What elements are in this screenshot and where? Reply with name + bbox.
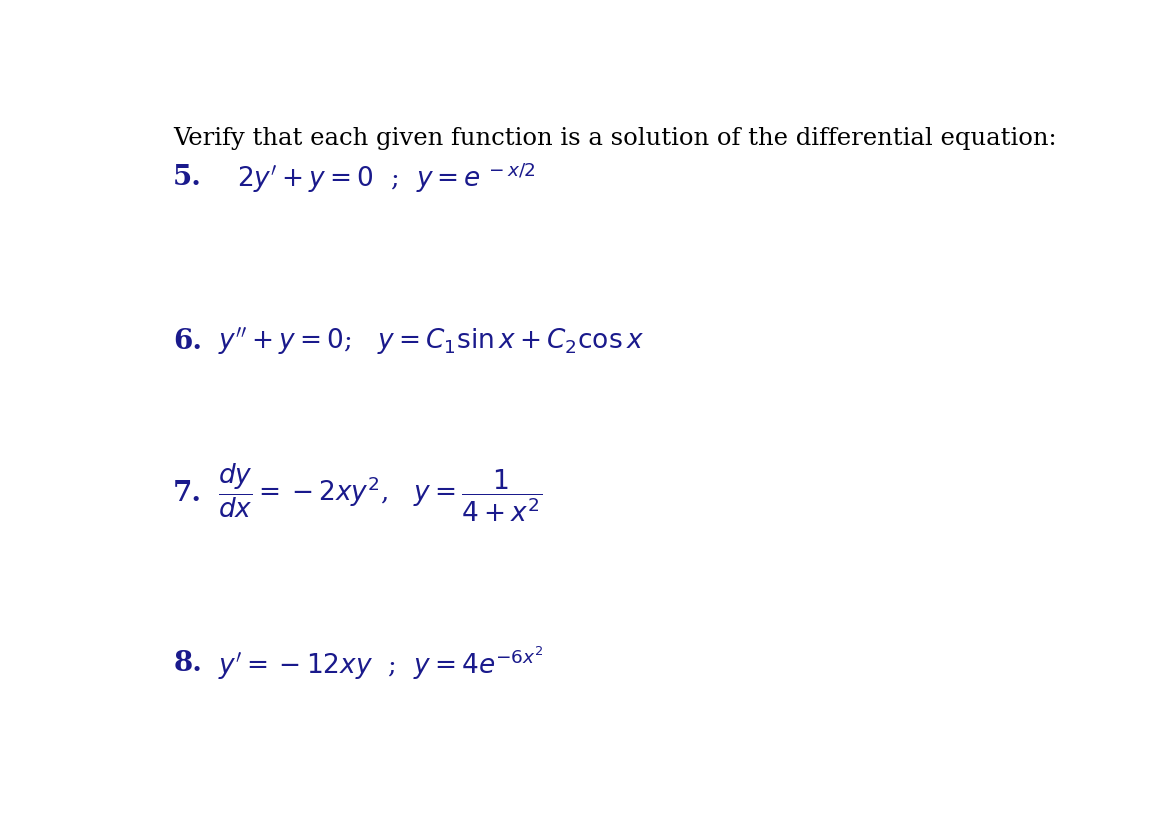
Text: $2y' + y = 0$  ;  $y = e^{\,-x/2}$: $2y' + y = 0$ ; $y = e^{\,-x/2}$ — [236, 160, 535, 194]
Text: $y' = -12xy$  ;  $y = 4e^{-6x^2}$: $y' = -12xy$ ; $y = 4e^{-6x^2}$ — [218, 644, 544, 681]
Text: 5.: 5. — [173, 164, 202, 191]
Text: 6.: 6. — [173, 328, 202, 355]
Text: $\dfrac{dy}{dx} = -2xy^2$,   $y = \dfrac{1}{4+x^2}$: $\dfrac{dy}{dx} = -2xy^2$, $y = \dfrac{1… — [218, 461, 543, 524]
Text: $y'' + y = 0$;   $y = C_1 \sin x + C_2 \cos x$: $y'' + y = 0$; $y = C_1 \sin x + C_2 \co… — [218, 325, 645, 357]
Text: Verify that each given function is a solution of the differential equation:: Verify that each given function is a sol… — [173, 127, 1057, 150]
Text: 8.: 8. — [173, 649, 202, 676]
Text: 7.: 7. — [173, 479, 202, 506]
